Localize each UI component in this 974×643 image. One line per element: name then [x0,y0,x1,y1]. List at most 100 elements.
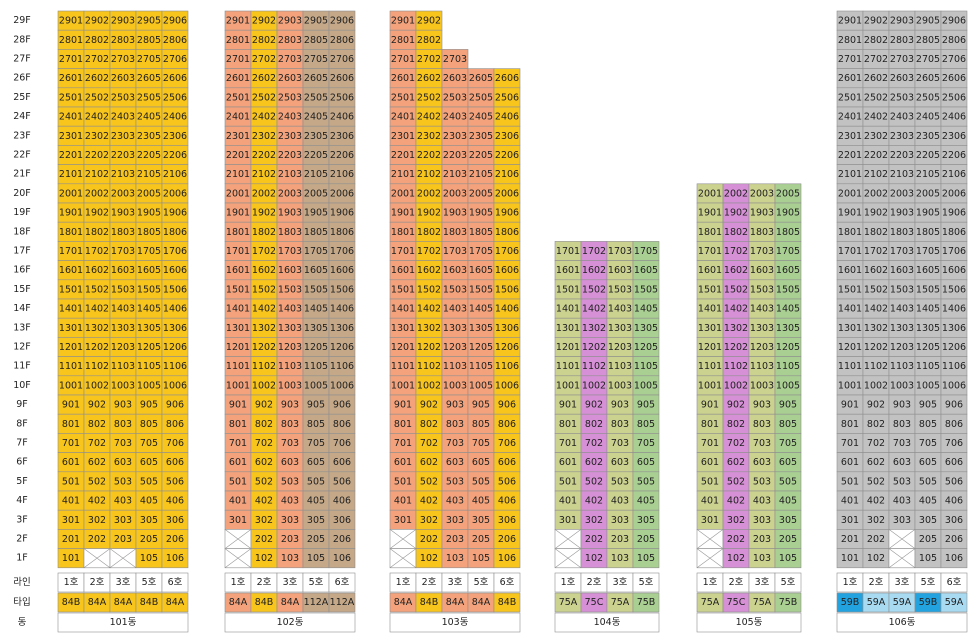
unit-number: 802 [727,419,745,430]
unit-number: 1702 [724,246,748,257]
unit-number: 602 [88,457,106,468]
unit-number: 905 [637,400,655,411]
unit-number: 1603 [443,265,467,276]
unit-number: 906 [945,400,963,411]
unit-number: 202 [867,534,885,545]
unit-number: 2705 [916,54,940,65]
floor-label: 11F [13,361,31,372]
unit-number: 903 [446,400,464,411]
unit-number: 2201 [838,150,862,161]
cross [554,529,582,549]
unit-number: 2202 [417,150,441,161]
floor-label: 16F [13,265,31,276]
unit-number: 1502 [724,284,748,295]
unit-number: 1903 [111,208,135,219]
building-name: 103동 [442,617,469,628]
unit-number: 2506 [163,92,187,103]
unit-number: 2305 [304,131,328,142]
line-label: 2호 [257,577,272,588]
unit-number: 2501 [226,92,250,103]
unit-number: 901 [394,400,412,411]
unit-number: 1201 [698,342,722,353]
unit-number: 1803 [443,227,467,238]
unit-number: 2605 [137,73,161,84]
unit-number: 1503 [608,284,632,295]
unit-number: 1802 [864,227,888,238]
unit-number: 1201 [556,342,580,353]
unit-number: 1103 [443,361,467,372]
type-label: 84A [394,597,413,608]
unit-number: 202 [88,534,106,545]
unit-number: 1406 [942,304,966,315]
unit-number: 1703 [750,246,774,257]
unit-number: 802 [255,419,273,430]
unit-number: 603 [753,457,771,468]
unit-number: 603 [611,457,629,468]
unit-number: 1802 [417,227,441,238]
unit-number: 2605 [469,73,493,84]
unit-number: 1303 [278,323,302,334]
line-label: 5호 [309,577,324,588]
unit-number: 403 [753,496,771,507]
unit-number: 201 [62,534,80,545]
unit-number: 2302 [85,131,109,142]
unit-number: 1701 [59,246,83,257]
unit-number: 705 [307,438,325,449]
type-label: 75A [701,597,720,608]
unit-number: 206 [333,534,351,545]
unit-number: 1301 [698,323,722,334]
unit-number: 2005 [916,188,940,199]
unit-number: 603 [281,457,299,468]
unit-number: 2505 [137,92,161,103]
type-label: 75C [585,597,604,608]
unit-number: 2605 [304,73,328,84]
unit-number: 801 [394,419,412,430]
unit-number: 1305 [304,323,328,334]
unit-number: 1605 [304,265,328,276]
unit-number: 2701 [838,54,862,65]
unit-number: 203 [753,534,771,545]
unit-number: 305 [307,515,325,526]
unit-number: 405 [472,496,490,507]
unit-number: 2403 [111,112,135,123]
unit-number: 2101 [391,169,415,180]
unit-number: 1502 [252,284,276,295]
unit-number: 705 [637,438,655,449]
floor-label: 9F [16,399,28,410]
unit-number: 206 [498,534,516,545]
floor-label: 3F [16,514,28,525]
unit-number: 1203 [608,342,632,353]
unit-number: 505 [779,476,797,487]
unit-number: 401 [701,496,719,507]
unit-number: 1705 [137,246,161,257]
unit-number: 1206 [163,342,187,353]
unit-number: 1501 [391,284,415,295]
unit-number: 1003 [890,380,914,391]
unit-number: 802 [88,419,106,430]
unit-number: 1505 [469,284,493,295]
unit-number: 1603 [890,265,914,276]
unit-number: 2702 [85,54,109,65]
unit-number: 2005 [304,188,328,199]
unit-number: 106 [333,553,351,564]
unit-number: 1205 [304,342,328,353]
line-cell [328,572,356,593]
unit-number: 1201 [59,342,83,353]
line-label: 2호 [729,577,744,588]
line-label: 5호 [781,577,796,588]
unit-number: 1203 [443,342,467,353]
line-cell [493,572,521,593]
floor-label: 5F [16,476,28,487]
unit-number: 2506 [942,92,966,103]
unit-number: 2305 [469,131,493,142]
unit-number: 1602 [417,265,441,276]
line-label: 6호 [500,577,515,588]
unit-number: 1503 [443,284,467,295]
unit-number: 205 [637,534,655,545]
unit-number: 2201 [59,150,83,161]
unit-number: 302 [420,515,438,526]
unit-number: 2603 [890,73,914,84]
unit-number: 302 [727,515,745,526]
cross [224,548,252,569]
